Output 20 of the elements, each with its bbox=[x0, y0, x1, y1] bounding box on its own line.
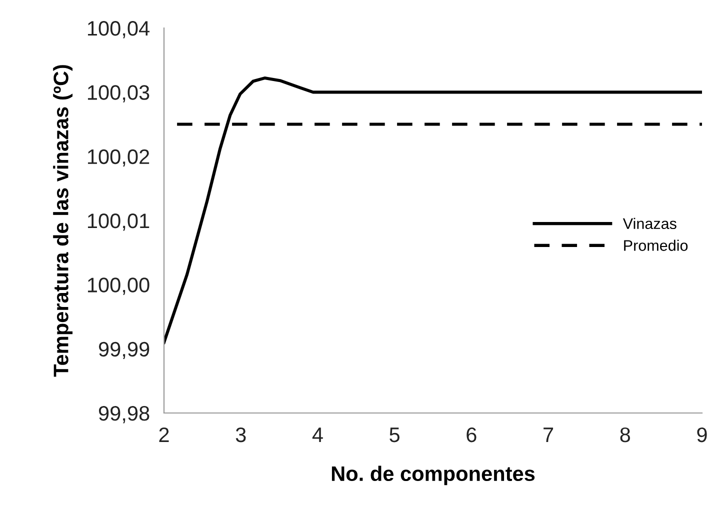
y-tick-label: 99,98 bbox=[98, 406, 150, 424]
line-series bbox=[164, 76, 702, 344]
legend-label: Promedio bbox=[624, 240, 688, 251]
x-tick-label: 5 bbox=[390, 428, 400, 442]
y-tick-label: 100,03 bbox=[88, 85, 150, 102]
x-tick-label: 9 bbox=[697, 427, 707, 442]
y-axis-title: Temperatura de las vinazas (ºC) bbox=[53, 65, 73, 377]
x-tick-label: 4 bbox=[312, 428, 323, 442]
y-tick-label: 100,00 bbox=[88, 278, 150, 295]
x-axis-title: No. de componentes bbox=[332, 466, 535, 486]
y-tick-label: 99,99 bbox=[98, 342, 150, 360]
x-tick-label: 8 bbox=[620, 427, 630, 442]
y-tick-label: 100,01 bbox=[88, 214, 150, 231]
y-tick-label: 100,02 bbox=[88, 149, 150, 167]
x-tick-label: 2 bbox=[159, 427, 169, 442]
y-tick-label: 100,04 bbox=[88, 21, 150, 38]
x-tick-label: 6 bbox=[466, 427, 476, 442]
x-tick-label: 7 bbox=[544, 428, 554, 442]
x-tick-label: 3 bbox=[236, 427, 246, 442]
legend-label: Vinazas bbox=[622, 218, 676, 230]
